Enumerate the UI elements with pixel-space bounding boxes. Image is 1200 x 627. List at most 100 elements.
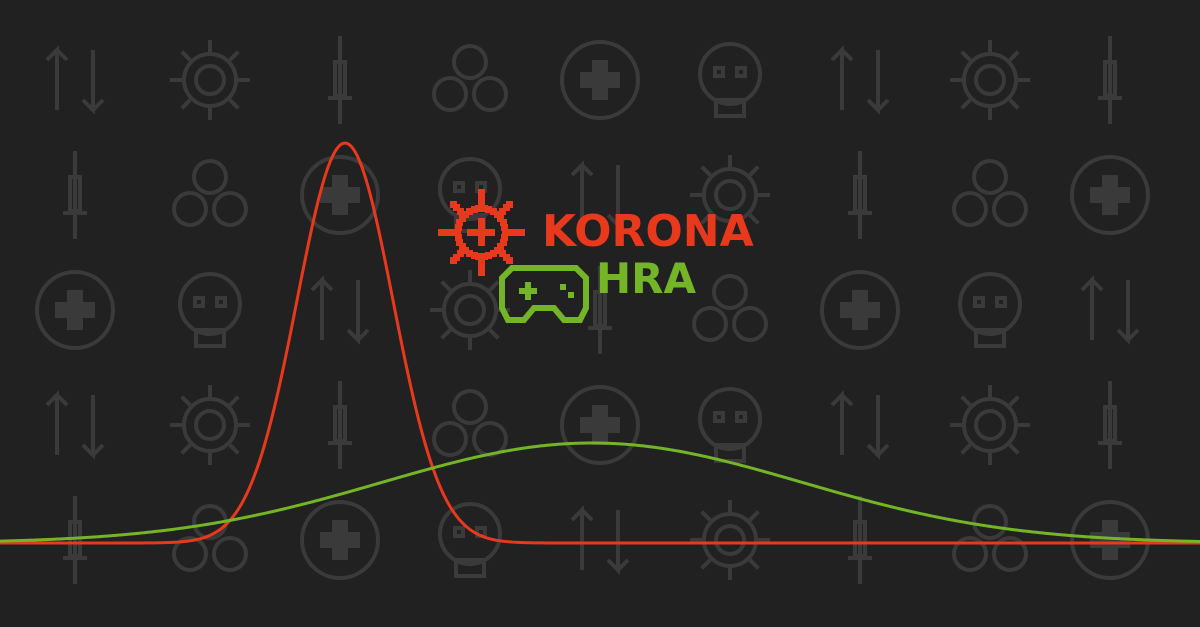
medical-cross-icon <box>1070 155 1150 235</box>
virus-spike-pixel <box>450 257 457 264</box>
syringe-icon <box>848 496 872 584</box>
virus-ring-pixel <box>501 224 508 231</box>
skull-icon <box>178 272 242 348</box>
skull-icon <box>958 272 1022 348</box>
virus-ring-pixel <box>462 247 469 254</box>
green-flattened-curve <box>0 441 1200 543</box>
virus-spike-pixel <box>478 199 485 206</box>
virus-ring-pixel <box>485 252 492 259</box>
virus-ring-pixel <box>456 239 463 246</box>
virus-spike-pixel <box>478 189 485 196</box>
virus-ring-pixel <box>481 205 488 212</box>
virus-ring-pixel <box>455 224 462 231</box>
virus-ring-pixel <box>490 250 497 257</box>
virus-spike-pixel <box>513 229 520 236</box>
virus-icon <box>690 500 770 580</box>
virus-icon <box>690 155 770 235</box>
virus-spike-pixel <box>499 208 506 215</box>
virus-ring-pixel <box>471 252 478 259</box>
virus-ring-pixel <box>456 219 463 226</box>
syringe-icon <box>328 381 352 469</box>
syringe-icon <box>848 151 872 239</box>
virus-ring-pixel <box>459 215 466 222</box>
virus-spike-pixel <box>443 229 450 236</box>
virus-ring-pixel <box>459 243 466 250</box>
virus-spike-pixel <box>448 229 455 236</box>
people-icon <box>952 504 1028 572</box>
virus-spike-pixel <box>457 250 464 257</box>
virus-ring-pixel <box>501 234 508 241</box>
syringe-icon <box>588 266 612 354</box>
virus-ring-pixel <box>462 211 469 218</box>
virus-ring-pixel <box>475 205 482 212</box>
virus-ring-pixel <box>475 253 482 260</box>
virus-ring-pixel <box>500 239 507 246</box>
virus-ring-pixel <box>497 215 504 222</box>
virus-icon <box>950 385 1030 465</box>
red-peak-curve <box>0 141 1200 545</box>
virus-spike-pixel <box>478 259 485 266</box>
syringe-icon <box>1098 36 1122 124</box>
virus-spike-pixel <box>508 229 515 236</box>
virus-spike-pixel <box>518 229 525 236</box>
logo-word-korona: KORONA <box>542 206 754 257</box>
arrows-icon <box>1080 275 1140 345</box>
virus-icon <box>170 385 250 465</box>
virus-ring-pixel <box>481 253 488 260</box>
virus-spike-pixel <box>438 229 445 236</box>
virus-icon <box>950 40 1030 120</box>
syringe-icon <box>328 36 352 124</box>
medical-cross-icon <box>820 270 900 350</box>
virus-ring-pixel <box>454 229 461 236</box>
virus-ring-pixel <box>455 234 462 241</box>
medical-cross-icon <box>35 270 115 350</box>
virus-ring-pixel <box>497 243 504 250</box>
arrows-icon <box>570 505 630 575</box>
virus-ring-pixel <box>466 208 473 215</box>
virus-spike-pixel <box>457 208 464 215</box>
people-icon <box>432 44 508 112</box>
virus-spike-pixel <box>450 201 457 208</box>
arrows-icon <box>570 160 630 230</box>
people-icon <box>692 274 768 342</box>
virus-icon <box>430 270 510 350</box>
syringe-icon <box>63 151 87 239</box>
virus-spike-pixel <box>478 194 485 201</box>
gamepad-button <box>568 292 574 298</box>
gamepad-button <box>560 284 566 290</box>
virus-ring-pixel <box>494 247 501 254</box>
virus-ring-pixel <box>466 250 473 257</box>
virus-ring-pixel <box>485 206 492 213</box>
virus-spike-pixel <box>478 264 485 271</box>
syringe-icon <box>1098 381 1122 469</box>
arrows-icon <box>45 45 105 115</box>
virus-spike-pixel <box>506 257 513 264</box>
arrows-icon <box>45 390 105 460</box>
virus-ring-pixel <box>490 208 497 215</box>
virus-spike-pixel <box>506 201 513 208</box>
gamepad-dpad <box>519 288 537 294</box>
virus-core-pixel <box>467 229 495 236</box>
skull-icon <box>438 502 502 578</box>
virus-ring-pixel <box>494 211 501 218</box>
virus-ring-pixel <box>502 229 509 236</box>
gamepad-outline <box>499 265 589 323</box>
virus-spike-pixel <box>499 250 506 257</box>
arrows-icon <box>830 45 890 115</box>
arrows-icon <box>830 390 890 460</box>
virus-spike-pixel <box>478 269 485 276</box>
logo-word-hra: HRA <box>596 254 696 303</box>
medical-cross-icon <box>560 40 640 120</box>
people-icon <box>432 389 508 457</box>
virus-icon <box>170 40 250 120</box>
arrows-icon <box>310 275 370 345</box>
people-icon <box>952 159 1028 227</box>
virus-ring-pixel <box>471 206 478 213</box>
people-icon <box>172 159 248 227</box>
medical-cross-icon <box>300 500 380 580</box>
